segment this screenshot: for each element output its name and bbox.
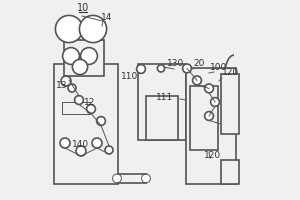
Text: 12: 12 [84,98,96,107]
Circle shape [97,117,105,125]
Bar [146,96,178,140]
Circle shape [136,65,146,73]
Circle shape [75,96,83,104]
Text: 120: 120 [222,68,239,77]
Circle shape [68,84,76,92]
Circle shape [56,15,82,43]
Text: 120: 120 [204,151,221,160]
Circle shape [211,98,219,106]
Bar [186,68,236,184]
Circle shape [72,59,88,75]
Text: 13: 13 [56,81,68,90]
Circle shape [76,146,86,156]
Text: 100: 100 [210,63,227,72]
Bar [221,74,239,134]
Text: 130: 130 [167,59,184,68]
Circle shape [81,48,98,64]
Circle shape [205,112,213,120]
Text: 20: 20 [194,59,205,68]
Circle shape [105,146,113,154]
Circle shape [112,174,122,183]
Circle shape [193,76,201,85]
Circle shape [61,76,71,86]
Bar [138,64,186,140]
Bar [190,86,218,150]
Circle shape [158,65,165,72]
Circle shape [205,84,213,93]
Text: 110: 110 [121,72,138,81]
Text: 10: 10 [77,3,89,13]
Text: 140: 140 [72,140,89,149]
Bar [221,160,239,184]
Circle shape [80,15,106,43]
Bar [54,64,118,184]
Circle shape [183,64,191,73]
Bar [62,102,90,114]
Circle shape [63,48,80,64]
Circle shape [92,138,102,148]
Text: 111: 111 [156,93,173,102]
Circle shape [87,105,95,113]
Bar [64,40,104,76]
Text: 14: 14 [101,13,113,22]
Circle shape [60,138,70,148]
Circle shape [142,174,150,183]
